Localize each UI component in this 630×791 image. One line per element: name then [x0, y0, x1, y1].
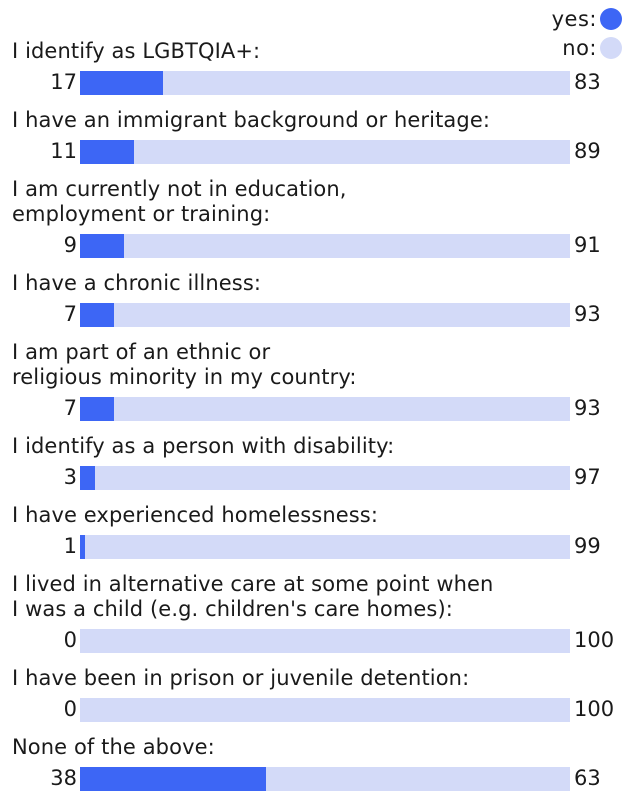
yes-value-label: 11 [50, 139, 77, 163]
legend-swatch-yes [600, 7, 622, 30]
bar-chart: I identify as LGBTQIA+: 17 83 I have an imm… [0, 39, 630, 791]
no-bar [80, 466, 570, 490]
yes-value-label: 1 [63, 534, 77, 558]
category-label: I am part of an ethnic or religious mino… [12, 340, 357, 389]
yes-bar [80, 71, 163, 95]
yes-bar [80, 397, 114, 421]
yes-bar [80, 303, 114, 327]
no-value-label: 100 [574, 628, 615, 652]
yes-value-label: 0 [63, 628, 77, 652]
yes-bar [80, 535, 85, 559]
category-label: I identify as a person with disability: [12, 434, 395, 458]
no-value-label: 91 [574, 233, 601, 257]
no-value-label: 97 [574, 465, 601, 489]
yes-value-label: 17 [50, 70, 77, 94]
legend-label-yes: yes: [551, 6, 597, 31]
no-bar [80, 303, 570, 327]
bar-row: 38 63 [0, 766, 630, 791]
legend-swatch-no [600, 36, 622, 59]
no-bar [80, 535, 570, 559]
yes-bar [80, 767, 266, 791]
no-bar [80, 698, 570, 722]
bar-row: 0 100 [0, 628, 630, 653]
bar-row: 9 91 [0, 233, 630, 258]
no-bar [80, 629, 570, 653]
yes-bar [80, 234, 124, 258]
bar-row: 7 93 [0, 396, 630, 421]
no-bar [80, 767, 570, 791]
no-value-label: 83 [574, 70, 601, 94]
category-label: None of the above: [12, 735, 215, 759]
category-label: I am currently not in education, employm… [12, 177, 347, 226]
no-bar [80, 234, 570, 258]
legend-label-no: no: [562, 35, 597, 60]
no-value-label: 93 [574, 302, 601, 326]
category-label: I identify as LGBTQIA+: [12, 39, 261, 63]
yes-value-label: 38 [50, 766, 77, 790]
bar-row: 3 97 [0, 465, 630, 490]
yes-value-label: 0 [63, 697, 77, 721]
no-value-label: 89 [574, 139, 601, 163]
no-value-label: 99 [574, 534, 601, 558]
category-label: I have a chronic illness: [12, 271, 262, 295]
bar-row: 17 83 [0, 70, 630, 95]
bar-row: 0 100 [0, 697, 630, 722]
yes-bar [80, 466, 95, 490]
no-bar [80, 71, 570, 95]
yes-bar [80, 140, 134, 164]
legend-item-no: no: [552, 33, 622, 62]
no-bar [80, 140, 570, 164]
bar-row: 11 89 [0, 139, 630, 164]
yes-value-label: 9 [63, 233, 77, 257]
category-label: I have an immigrant background or herita… [12, 108, 491, 132]
yes-value-label: 3 [63, 465, 77, 489]
legend-item-yes: yes: [552, 4, 622, 33]
yes-value-label: 7 [63, 396, 77, 420]
no-value-label: 100 [574, 697, 615, 721]
category-label: I lived in alternative care at some poin… [12, 572, 494, 621]
legend: yes: no: [552, 4, 622, 62]
no-value-label: 93 [574, 396, 601, 420]
category-label: I have experienced homelessness: [12, 503, 379, 527]
bar-row: 1 99 [0, 534, 630, 559]
yes-value-label: 7 [63, 302, 77, 326]
category-label: I have been in prison or juvenile detent… [12, 666, 470, 690]
no-value-label: 63 [574, 766, 601, 790]
bar-row: 7 93 [0, 302, 630, 327]
no-bar [80, 397, 570, 421]
